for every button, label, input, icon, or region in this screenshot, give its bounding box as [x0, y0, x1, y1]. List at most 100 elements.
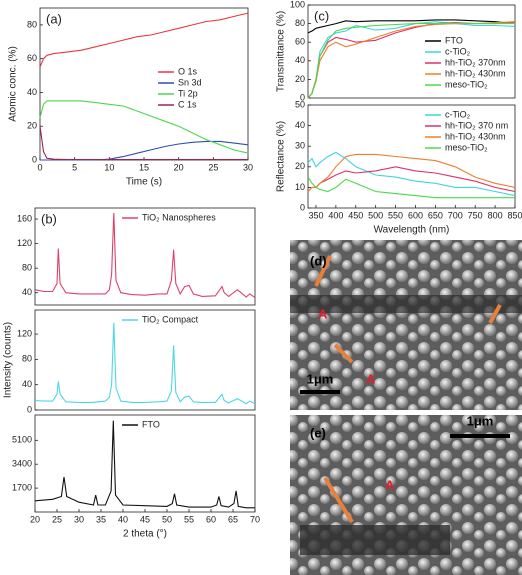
chart-panel: 0 10 20 30 40 50 350 400 450 500 550 600 650 700 750 80…	[276, 99, 522, 235]
image-label: (e)	[310, 425, 326, 440]
y-tick-label: 80	[27, 19, 37, 29]
legend-label: meso-TiO₂	[445, 142, 488, 152]
x-tick-label: 500	[368, 210, 383, 220]
legend-label: TiO₂ Compact	[142, 314, 199, 324]
x-tick-label: 5	[72, 162, 77, 172]
series-line	[307, 166, 516, 193]
marker: A	[385, 477, 395, 492]
y-tick-label: 120	[17, 238, 32, 248]
x-tick-label: 35	[96, 514, 106, 524]
y-axis-label: Intensity (counts)	[3, 322, 14, 398]
series-line	[39, 126, 248, 161]
legend-label: TiO₂ Nanospheres	[142, 212, 216, 222]
x-tick-label: 450	[348, 210, 363, 220]
series-line	[39, 100, 249, 154]
scale-label: 1μm	[467, 413, 494, 428]
x-tick-label: 350	[308, 210, 323, 220]
y-axis-label: Atomic conc. (%)	[8, 46, 19, 122]
series-line	[34, 420, 255, 509]
y-tick-label: 30	[295, 141, 305, 151]
scale-bar	[450, 434, 510, 438]
x-tick-label: 30	[243, 162, 253, 172]
plot-frame	[307, 4, 516, 99]
legend-label: O 1s	[178, 66, 198, 76]
x-tick-label: 650	[428, 210, 443, 220]
plot-frame	[34, 309, 256, 411]
legend-label: hh-TiO₂ 370 nm	[445, 120, 508, 130]
y-axis-label: Reflectance (%)	[276, 121, 287, 192]
x-tick-label: 600	[408, 210, 423, 220]
x-tick-label: 700	[448, 210, 463, 220]
series-line	[34, 322, 256, 405]
legend-label: c-TiO₂	[445, 46, 471, 56]
y-tick-label: 60	[27, 53, 37, 63]
panel-label: (b)	[41, 211, 57, 226]
chart-panel: 40 80 120 160 (b) TiO₂ Nanospheres	[17, 207, 256, 306]
chart-panel: 1700 3400 5100 20 25 30 35 40 45 50 55 60 65 70 2 thet…	[12, 414, 260, 540]
x-tick-label: 25	[208, 162, 218, 172]
legend-label: Sn 3d	[178, 77, 202, 87]
legend-label: C 1s	[178, 99, 197, 109]
y-tick-label: 80	[295, 18, 305, 28]
marker: A	[366, 371, 376, 386]
y-tick-label: 1700	[12, 482, 32, 492]
y-tick-label: 0	[300, 92, 305, 102]
panel-label: (c)	[314, 8, 329, 23]
y-tick-label: 20	[295, 161, 305, 171]
arrow	[488, 304, 502, 324]
trench	[290, 295, 522, 313]
y-axis-label: Transmittance (%)	[276, 11, 287, 92]
legend-label: hh-TiO₂ 370nm	[445, 57, 506, 67]
y-tick-label: 120	[17, 328, 32, 338]
series-line	[307, 176, 515, 199]
plot-frame	[307, 104, 516, 209]
x-tick-label: 40	[118, 514, 128, 524]
scale-label: 1μm	[307, 371, 334, 386]
y-tick-label: 100	[290, 0, 305, 9]
y-tick-label: 0	[27, 404, 32, 414]
x-tick-label: 65	[228, 514, 238, 524]
y-tick-label: 0	[32, 154, 37, 164]
series-line	[307, 151, 516, 197]
plot-frame	[39, 7, 249, 161]
x-tick-label: 800	[488, 210, 503, 220]
arrow	[333, 343, 354, 364]
y-tick-label: 10	[295, 182, 305, 192]
panel-label: (a)	[46, 11, 62, 26]
legend-label: hh-TiO₂ 430nm	[445, 68, 506, 78]
legend-label: hh-TiO₂ 430nm	[445, 131, 506, 141]
y-tick-label: 20	[27, 121, 37, 131]
arrow	[314, 255, 332, 287]
x-tick-label: 850	[507, 210, 522, 220]
legend-label: FTO	[142, 419, 160, 429]
trench	[300, 525, 450, 555]
series-line	[307, 153, 516, 192]
x-axis-label: Wavelength (nm)	[374, 225, 450, 236]
sem-image-e: (e) 1μm A	[290, 413, 522, 575]
y-tick-label: 40	[22, 287, 32, 297]
scale-bar	[300, 390, 340, 394]
x-tick-label: 60	[206, 514, 216, 524]
micrograph	[290, 240, 522, 410]
x-tick-label: 550	[388, 210, 403, 220]
x-axis-label: 2 theta (°)	[123, 529, 167, 540]
x-tick-label: 15	[139, 162, 149, 172]
y-tick-label: 160	[17, 213, 32, 223]
plot-frame	[34, 207, 256, 306]
arrow	[323, 476, 354, 524]
series-line	[39, 12, 249, 68]
x-tick-label: 70	[250, 514, 260, 524]
series-line	[34, 212, 256, 299]
x-tick-label: 750	[468, 210, 483, 220]
x-tick-label: 20	[174, 162, 184, 172]
x-tick-label: 10	[104, 162, 114, 172]
y-tick-label: 3400	[12, 459, 32, 469]
y-tick-label: 40	[27, 87, 37, 97]
x-tick-label: 25	[52, 514, 62, 524]
marker: A	[318, 306, 328, 321]
y-tick-label: 80	[22, 263, 32, 273]
legend-label: c-TiO₂	[445, 109, 471, 119]
y-tick-label: 40	[295, 55, 305, 65]
